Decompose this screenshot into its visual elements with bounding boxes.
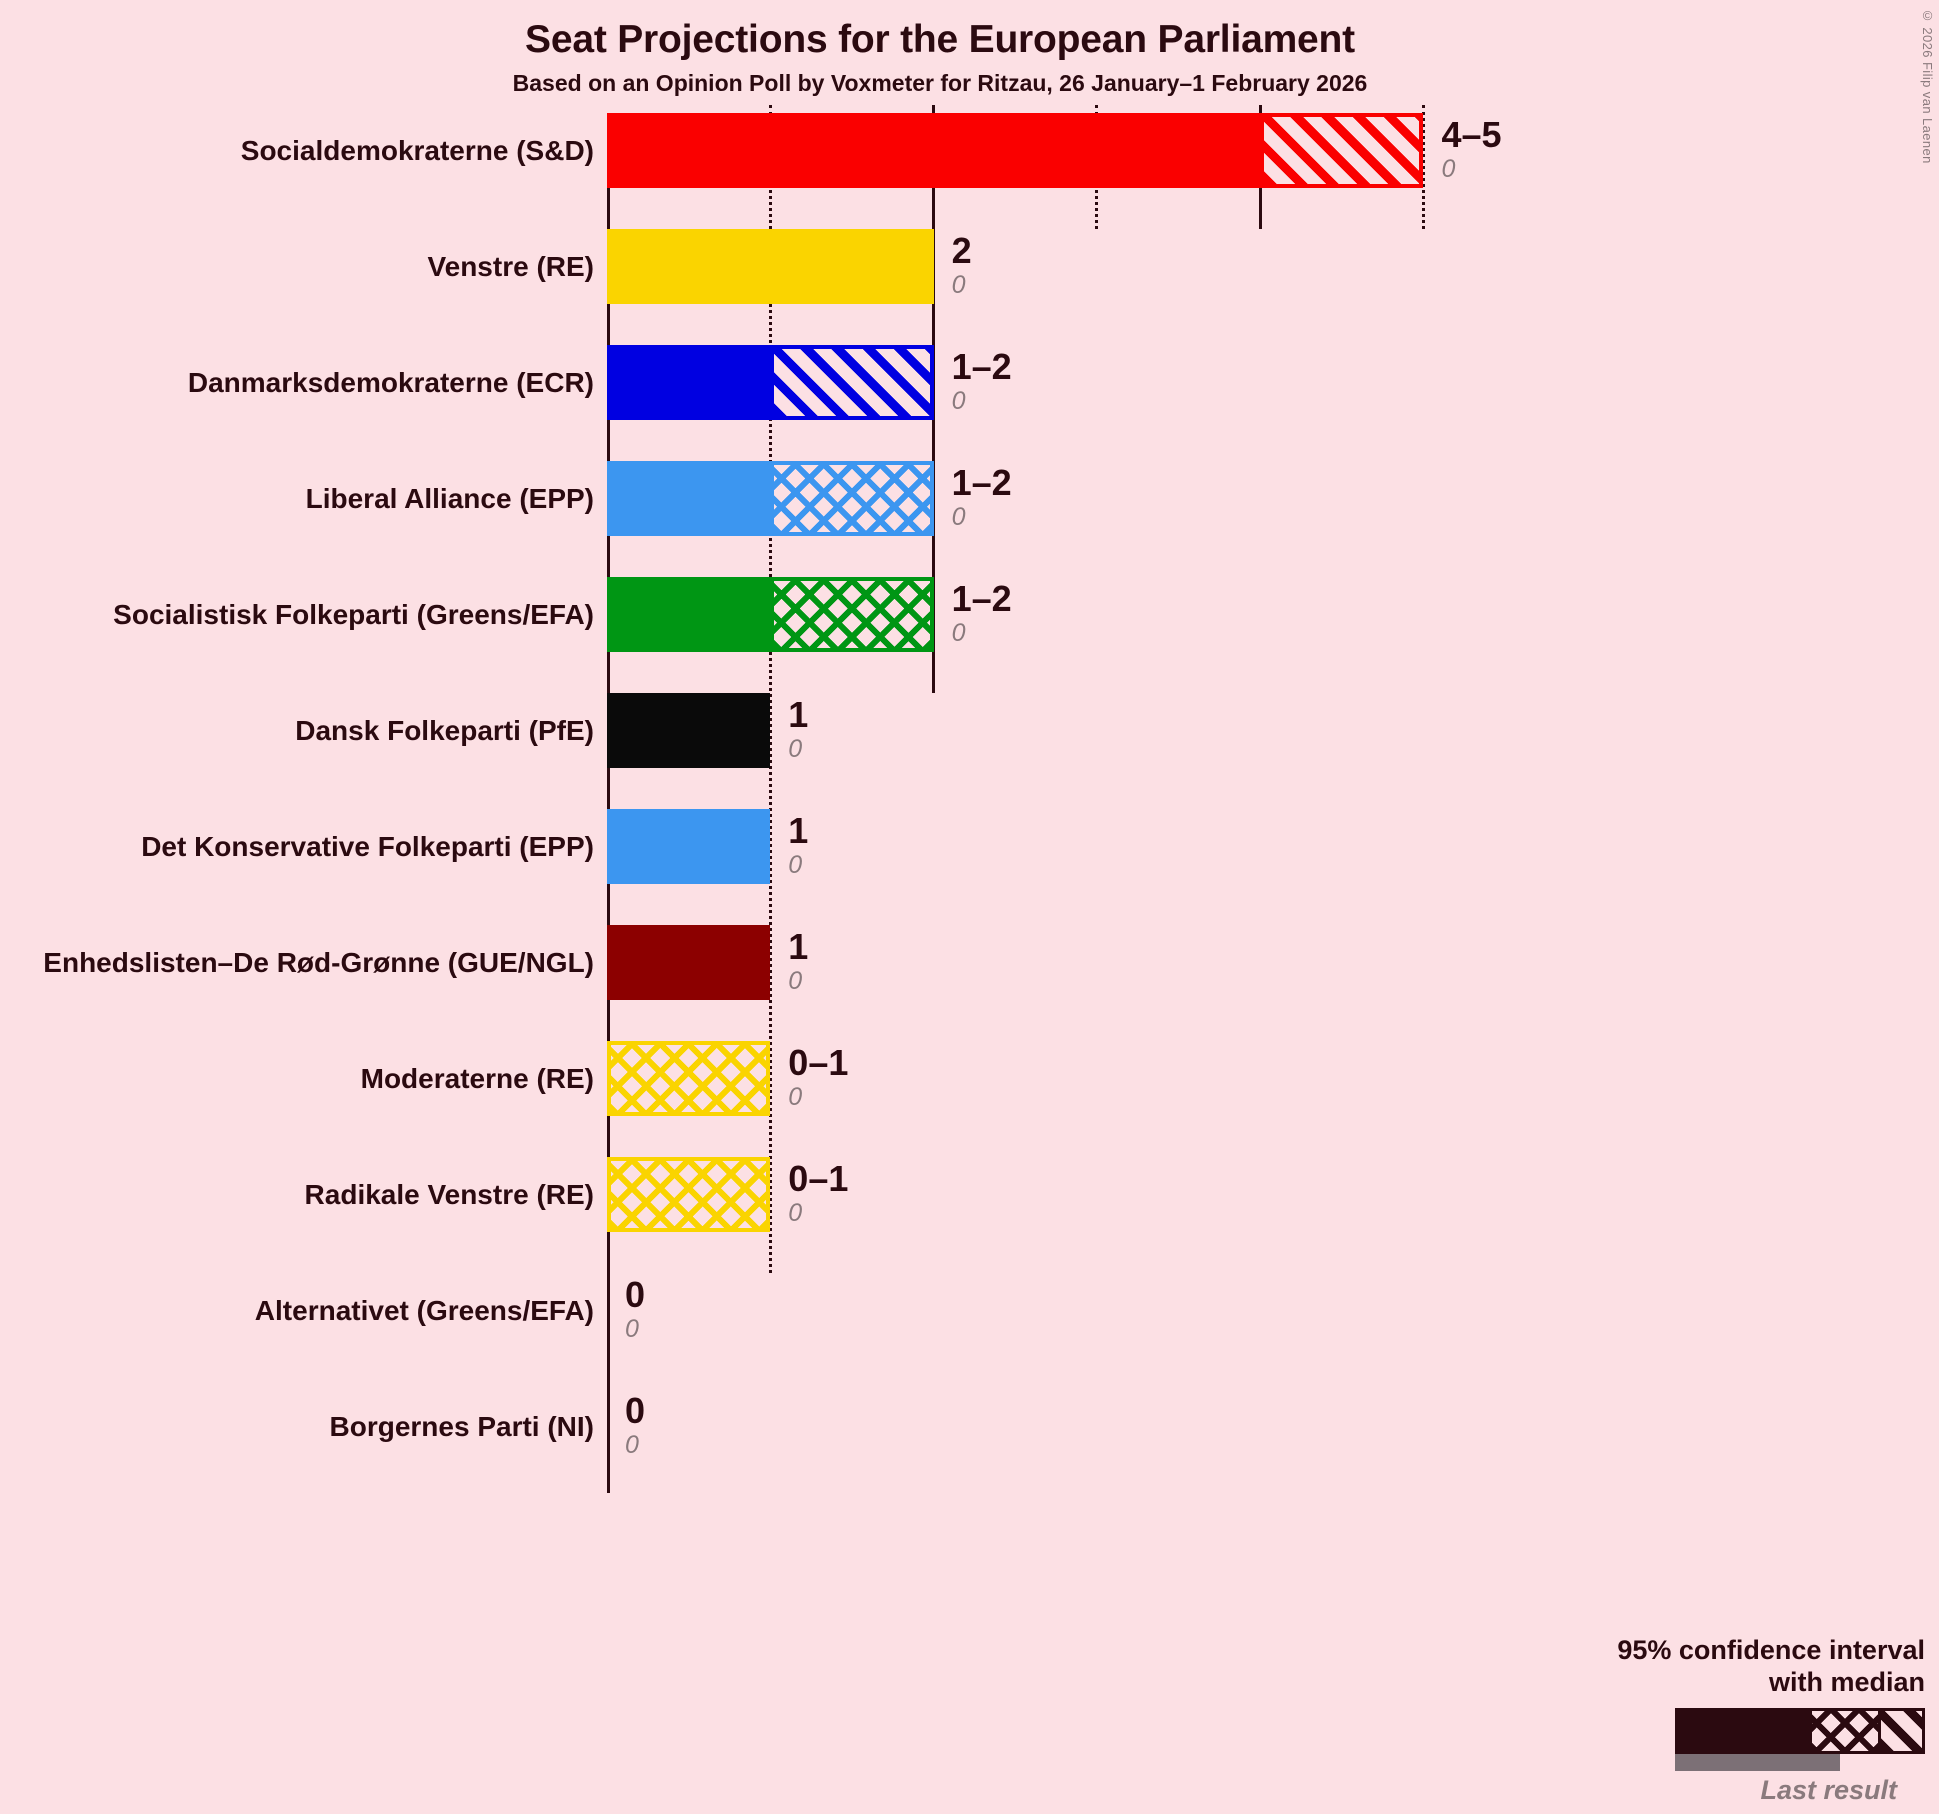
bar-median-segment: [607, 577, 771, 652]
last-result-label: 0: [788, 1082, 803, 1111]
seat-range-label: 0–1: [788, 1041, 849, 1083]
page-title: Seat Projections for the European Parlia…: [525, 18, 1355, 61]
party-label: Radikale Venstre (RE): [304, 1178, 594, 1210]
party-label: Socialistisk Folkeparti (Greens/EFA): [113, 598, 594, 630]
party-label: Liberal Alliance (EPP): [305, 482, 594, 514]
seat-range-label: 1: [788, 809, 809, 851]
party-label: Borgernes Parti (NI): [329, 1410, 595, 1442]
seat-range-label: 1: [788, 693, 809, 735]
value-labels: 0–1 0: [788, 1041, 849, 1111]
bar-row: Moderaterne (RE) 0–1 0: [0, 1041, 1939, 1116]
legend-diagonal-segment: [1878, 1711, 1922, 1751]
party-label: Det Konservative Folkeparti (EPP): [141, 830, 594, 862]
bar-confidence-segment: [607, 1041, 771, 1116]
bar-median-segment: [607, 345, 771, 420]
bar-row: Radikale Venstre (RE) 0–1 0: [0, 1157, 1939, 1232]
y-axis-line: [607, 113, 610, 1493]
party-label: Moderaterne (RE): [360, 1062, 594, 1094]
gridline-1: [768, 105, 772, 1273]
party-label: Socialdemokraterne (S&D): [240, 134, 594, 166]
bar-median-segment: [607, 229, 934, 304]
legend-crosshatch-segment: [1812, 1711, 1879, 1751]
seat-range-label: 1–2: [951, 345, 1012, 387]
last-result-label: 0: [788, 1198, 803, 1227]
seat-range-label: 0: [625, 1389, 646, 1431]
party-label: Enhedslisten–De Rød-Grønne (GUE/NGL): [43, 946, 594, 978]
party-label: Dansk Folkeparti (PfE): [295, 714, 594, 746]
bar-row: Dansk Folkeparti (PfE) 1 0: [0, 693, 1939, 768]
gridline-5: [1422, 105, 1425, 229]
value-labels: 1–2 0: [951, 577, 1012, 647]
last-result-label: 0: [625, 1314, 639, 1343]
seat-range-label: 1–2: [951, 461, 1012, 503]
value-labels: 1–2 0: [951, 461, 1012, 531]
bar-median-segment: [607, 693, 771, 768]
seat-range-label: 4–5: [1441, 113, 1502, 155]
bar-row: Enhedslisten–De Rød-Grønne (GUE/NGL) 1 0: [0, 925, 1939, 1000]
value-labels: 0–1 0: [788, 1157, 849, 1227]
legend: 95% confidence interval with median Last…: [1505, 1635, 1925, 1806]
last-result-label: 0: [625, 1430, 639, 1459]
bar-row: Borgernes Parti (NI) 0 0: [0, 1389, 1939, 1464]
bar-row: Liberal Alliance (EPP) 1–2 0: [0, 461, 1939, 536]
bar-median-segment: [607, 113, 1261, 188]
bar-row: Socialistisk Folkeparti (Greens/EFA) 1–2 0: [0, 577, 1939, 652]
party-label: Venstre (RE): [427, 250, 595, 282]
seat-range-label: 1–2: [951, 577, 1012, 619]
bar-row: Socialdemokraterne (S&D) 4–5 0: [0, 113, 1939, 188]
party-label: Danmarksdemokraterne (ECR): [187, 366, 594, 398]
bar-median-segment: [607, 461, 771, 536]
bar-confidence-segment: [607, 1157, 771, 1232]
chart-subtitle: Based on an Opinion Poll by Voxmeter for…: [512, 70, 1368, 96]
seat-range-label: 0–1: [788, 1157, 849, 1199]
copyright-notice: © 2026 Filip van Laenen: [1920, 8, 1935, 164]
seat-range-label: 0: [625, 1273, 646, 1315]
party-label: Alternativet (Greens/EFA): [254, 1294, 594, 1326]
last-result-label: 0: [951, 270, 966, 299]
bar-confidence-segment: [770, 345, 934, 420]
value-labels: 1–2 0: [951, 345, 1012, 415]
last-result-label: 0: [951, 618, 966, 647]
bar-row: Det Konservative Folkeparti (EPP) 1 0: [0, 809, 1939, 884]
last-result-label: 0: [788, 850, 803, 879]
value-labels: 4–5 0: [1441, 113, 1502, 183]
last-result-label: 0: [1441, 154, 1456, 183]
bar-row: Danmarksdemokraterne (ECR) 1–2 0: [0, 345, 1939, 420]
last-result-label: 0: [951, 386, 966, 415]
bar-row: Alternativet (Greens/EFA) 0 0: [0, 1273, 1939, 1348]
seat-range-label: 2: [951, 229, 972, 271]
bar-median-segment: [607, 809, 771, 884]
last-result-label: 0: [788, 734, 803, 763]
legend-sample-bar: [1675, 1708, 1925, 1754]
legend-last-result-bar: [1675, 1754, 1840, 1771]
bar-row: Venstre (RE) 2 0: [0, 229, 1939, 304]
seat-range-label: 1: [788, 925, 809, 967]
gridline-2: [932, 105, 936, 693]
bar-confidence-segment: [770, 577, 934, 652]
legend-title-line1: 95% confidence interval: [1617, 1635, 1925, 1666]
legend-title-line2: with median: [1768, 1666, 1925, 1697]
last-result-label: 0: [951, 502, 966, 531]
bar-median-segment: [607, 925, 771, 1000]
bar-confidence-segment: [1260, 113, 1424, 188]
last-result-label: 0: [788, 966, 803, 995]
bar-confidence-segment: [770, 461, 934, 536]
legend-last-result-label: Last result: [1760, 1775, 1897, 1805]
